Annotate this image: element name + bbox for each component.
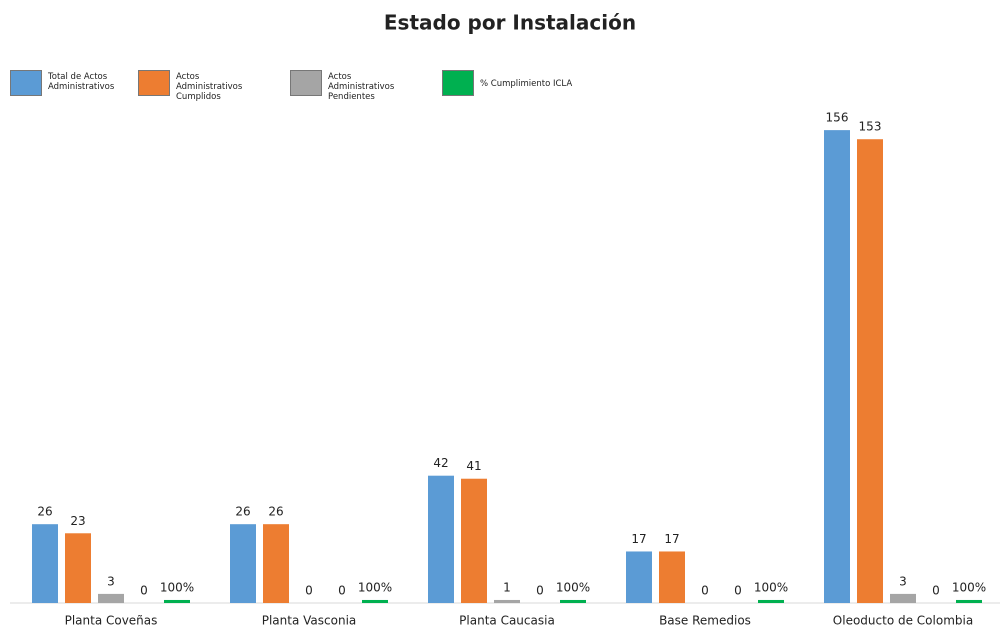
legend-label: Total de Actos Administrativos (48, 72, 115, 92)
data-label: 0 (536, 584, 544, 598)
data-label: 42 (433, 456, 448, 470)
data-label: 26 (235, 505, 250, 519)
bar (98, 593, 124, 603)
legend-swatch (10, 70, 42, 96)
x-tick-label: Base Remedios (659, 614, 751, 628)
bar (824, 130, 850, 603)
bar (758, 599, 784, 603)
legend-item: Actos Administrativos Pendientes (290, 70, 414, 102)
legend-label: % Cumplimiento ICLA (480, 79, 573, 89)
data-label: 26 (37, 505, 52, 519)
bar (164, 599, 190, 603)
legend-item: Actos Administrativos Cumplidos (138, 70, 262, 102)
data-label: 1 (503, 580, 511, 594)
data-label: 100% (952, 580, 986, 594)
bar (362, 599, 388, 603)
bar (32, 524, 58, 603)
bar (428, 475, 454, 603)
bar (230, 524, 256, 603)
bar (494, 599, 520, 603)
chart-title: Estado por Instalación (384, 11, 636, 35)
x-tick-label: Planta Caucasia (459, 614, 555, 628)
bar (956, 599, 982, 603)
legend-swatch (290, 70, 322, 96)
bar (263, 524, 289, 603)
data-label: 100% (358, 580, 392, 594)
x-tick-label: Oleoducto de Colombia (833, 614, 973, 628)
data-label: 100% (160, 580, 194, 594)
data-label: 100% (556, 580, 590, 594)
bar (626, 551, 652, 603)
data-label: 23 (70, 514, 85, 528)
data-label: 0 (140, 584, 148, 598)
bar (560, 599, 586, 603)
data-label: 0 (338, 584, 346, 598)
data-label: 0 (932, 584, 940, 598)
data-label: 156 (826, 111, 849, 125)
data-label: 3 (107, 574, 115, 588)
data-label: 17 (631, 532, 646, 546)
bar (659, 551, 685, 603)
data-label: 17 (664, 532, 679, 546)
bar (65, 533, 91, 603)
bar (461, 478, 487, 603)
data-label: 41 (466, 459, 481, 473)
data-label: 0 (305, 584, 313, 598)
x-tick-label: Planta Coveñas (65, 614, 158, 628)
data-label: 26 (268, 505, 283, 519)
legend-label: Actos Administrativos Pendientes (328, 72, 395, 102)
legend-swatch (442, 70, 474, 96)
data-label: 3 (899, 574, 907, 588)
bar (890, 593, 916, 603)
data-label: 100% (754, 580, 788, 594)
data-label: 0 (701, 584, 709, 598)
data-label: 153 (859, 120, 882, 134)
data-label: 0 (734, 584, 742, 598)
legend-swatch (138, 70, 170, 96)
x-tick-label: Planta Vasconia (262, 614, 357, 628)
legend-item: % Cumplimiento ICLA (442, 70, 590, 100)
legend-label: Actos Administrativos Cumplidos (176, 72, 243, 102)
bar (857, 139, 883, 603)
legend-item: Total de Actos Administrativos (10, 70, 134, 100)
